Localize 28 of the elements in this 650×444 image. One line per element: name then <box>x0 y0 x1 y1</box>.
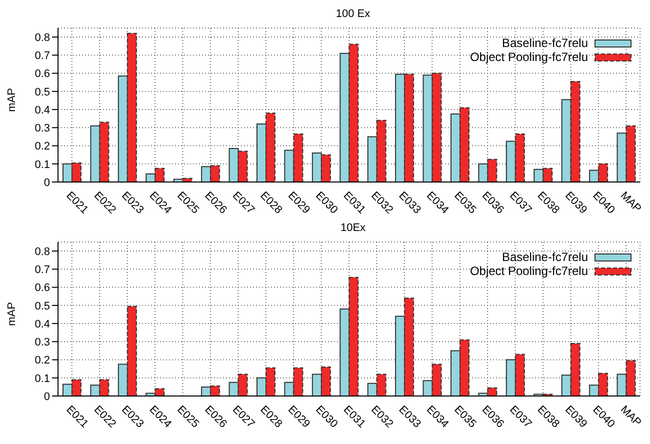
y-tick-label: 0.8 <box>34 32 50 44</box>
y-tick-label: 0 <box>44 390 50 403</box>
legend-label: Object Pooling-fc7relu <box>470 50 588 64</box>
y-axis-title: mAP <box>6 88 18 112</box>
y-tick-label: 0.6 <box>34 68 50 80</box>
chart-title: 10Ex <box>339 222 367 236</box>
y-tick-label: 0.1 <box>34 158 50 171</box>
y-tick-label: 0.4 <box>34 318 50 330</box>
y-tick-label: 0.2 <box>34 140 50 153</box>
y-tick-label: 0.1 <box>34 372 50 385</box>
x-tick-label: MAP <box>618 404 644 429</box>
y-tick-label: 0.3 <box>34 336 50 349</box>
y-tick-label: 0.5 <box>34 300 50 312</box>
y-tick-label: 0.3 <box>34 122 50 135</box>
y-tick-label: 0.7 <box>34 50 50 62</box>
chart-title: 100 Ex <box>334 8 372 22</box>
y-axis-title: mAP <box>6 302 18 326</box>
y-tick-label: 0.4 <box>34 104 50 116</box>
legend-label: Object Pooling-fc7relu <box>470 264 588 278</box>
x-tick-label: MAP <box>618 190 644 215</box>
legend-label: Baseline-fc7relu <box>502 250 588 264</box>
y-tick-label: 0.8 <box>34 246 50 258</box>
y-tick-label: 0 <box>44 176 50 189</box>
legend-label: Baseline-fc7relu <box>502 36 588 50</box>
y-tick-label: 0.6 <box>34 282 50 294</box>
y-tick-label: 0.7 <box>34 264 50 276</box>
y-tick-label: 0.5 <box>34 86 50 98</box>
y-tick-label: 0.2 <box>34 354 50 367</box>
